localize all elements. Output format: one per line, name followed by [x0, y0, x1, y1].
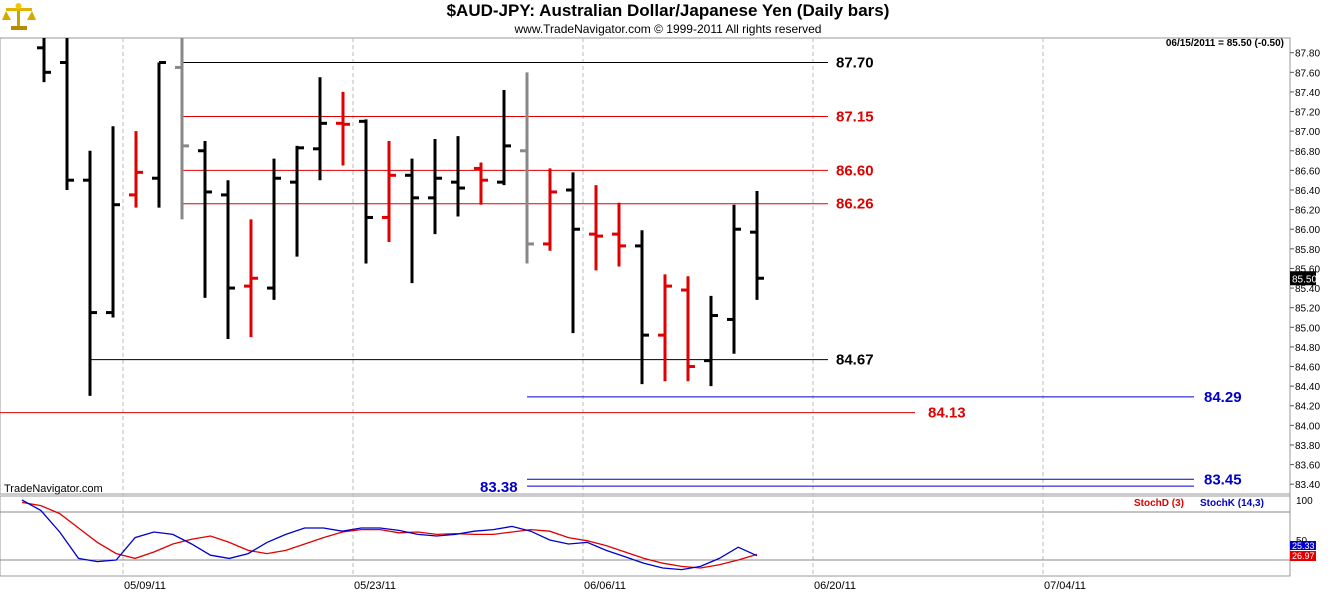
y-tick-label: 86.80 [1295, 147, 1320, 158]
y-tick-label: 84.60 [1295, 363, 1320, 374]
stoch-d-value: 26.97 [1292, 551, 1315, 561]
chart-subtitle: www.TradeNavigator.com © 1999-2011 All r… [514, 22, 822, 36]
y-tick-label: 84.00 [1295, 421, 1320, 432]
y-tick-label: 84.80 [1295, 343, 1320, 354]
level-label: 86.26 [836, 196, 874, 213]
stoch-k-value-box [1290, 541, 1316, 550]
y-tick-label: 83.60 [1295, 461, 1320, 472]
y-tick-label: 86.40 [1295, 186, 1320, 197]
y-tick-label: 85.00 [1295, 323, 1320, 334]
y-tick-label: 85.20 [1295, 304, 1320, 315]
level-label: 84.13 [928, 405, 966, 422]
y-tick-label: 87.80 [1295, 49, 1320, 60]
stoch-y-tick-label: 100 [1296, 496, 1313, 507]
level-label: 87.70 [836, 55, 874, 72]
y-tick-label: 86.60 [1295, 166, 1320, 177]
last-price-box [1290, 271, 1316, 286]
level-label: 83.45 [1204, 471, 1242, 488]
y-tick-label: 87.60 [1295, 68, 1320, 79]
stoch-k-value: 25.33 [1292, 541, 1315, 551]
y-tick-label: 86.00 [1295, 225, 1320, 236]
price-panel [0, 37, 1291, 495]
level-label: 84.29 [1204, 389, 1242, 406]
y-tick-label: 83.40 [1295, 480, 1320, 491]
scales-logo-icon [2, 3, 36, 30]
x-tick-label: 06/20/11 [814, 580, 856, 592]
level-label: 84.67 [836, 352, 874, 369]
y-tick-label: 85.40 [1295, 284, 1320, 295]
stoch-series-line [21, 501, 758, 569]
level-label: 87.15 [836, 108, 874, 125]
price-readout: 06/15/2011 = 85.50 (-0.50) [1166, 38, 1284, 49]
y-tick-label: 87.00 [1295, 127, 1320, 138]
y-tick-label: 87.40 [1295, 88, 1320, 99]
level-label: 83.38 [480, 479, 518, 496]
chart-title: $AUD-JPY: Australian Dollar/Japanese Yen… [446, 1, 890, 20]
x-tick-label: 05/09/11 [124, 580, 166, 592]
chart-header: $AUD-JPY: Australian Dollar/Japanese Yen… [0, 0, 1336, 38]
x-tick-label: 05/23/11 [354, 580, 396, 592]
y-tick-label: 85.80 [1295, 245, 1320, 256]
last-price-label: 85.50 [1292, 274, 1317, 285]
stoch-series-line [21, 499, 758, 571]
y-tick-label: 87.20 [1295, 108, 1320, 119]
stoch-legend-d: StochD (3) [1134, 498, 1184, 509]
y-tick-label: 85.60 [1295, 264, 1320, 275]
y-tick-label: 84.20 [1295, 402, 1320, 413]
y-tick-label: 83.80 [1295, 441, 1320, 452]
stoch-d-value-box [1290, 551, 1316, 561]
stoch-legend-k: StochK (14,3) [1200, 498, 1264, 509]
watermark: TradeNavigator.com [4, 483, 103, 495]
y-tick-label: 84.40 [1295, 382, 1320, 393]
x-tick-label: 07/04/11 [1044, 580, 1086, 592]
y-tick-label: 86.20 [1295, 206, 1320, 217]
x-tick-label: 06/06/11 [584, 580, 626, 592]
level-label: 86.60 [836, 162, 874, 179]
